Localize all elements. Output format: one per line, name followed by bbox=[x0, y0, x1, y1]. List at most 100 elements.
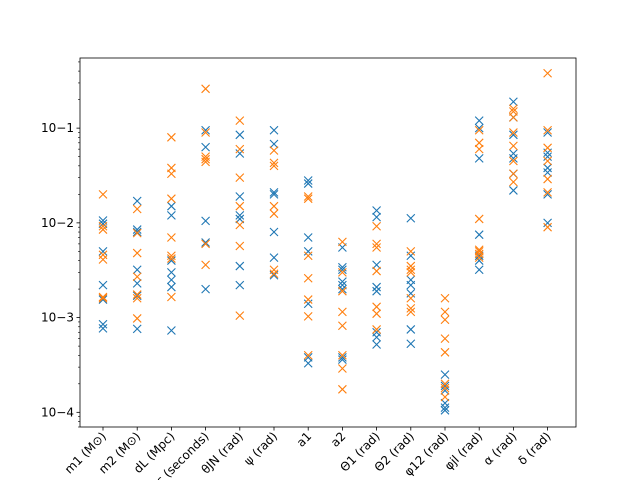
data-point-series-2 bbox=[543, 174, 552, 184]
data-point-series-1 bbox=[201, 284, 210, 294]
data-point-series-1 bbox=[269, 139, 279, 149]
data-point-series-2 bbox=[440, 293, 450, 303]
data-point-series-2 bbox=[474, 214, 484, 224]
data-point-series-2 bbox=[201, 239, 210, 249]
data-point-series-1 bbox=[235, 280, 245, 290]
data-point-series-2 bbox=[98, 292, 108, 302]
data-point-series-1 bbox=[372, 286, 381, 296]
data-point-series-2 bbox=[201, 84, 210, 94]
plot-frame bbox=[79, 57, 577, 428]
data-point-series-2 bbox=[474, 144, 484, 154]
data-point-series-2 bbox=[303, 194, 313, 204]
data-point-series-2 bbox=[543, 68, 552, 78]
data-point-series-1 bbox=[338, 265, 347, 275]
data-point-series-2 bbox=[543, 156, 552, 166]
data-point-series-2 bbox=[269, 161, 279, 171]
data-point-series-2 bbox=[440, 392, 450, 402]
data-point-series-1 bbox=[132, 291, 142, 301]
data-point-series-2 bbox=[167, 251, 176, 261]
data-point-series-1 bbox=[406, 251, 416, 261]
data-point-series-2 bbox=[98, 293, 108, 303]
data-point-series-2 bbox=[303, 311, 313, 321]
data-point-series-2 bbox=[269, 158, 279, 168]
data-point-series-2 bbox=[167, 233, 176, 242]
data-point-series-2 bbox=[509, 104, 518, 114]
data-point-series-2 bbox=[167, 132, 176, 142]
data-point-series-2 bbox=[440, 307, 450, 317]
data-point-series-1 bbox=[474, 123, 484, 133]
data-point-series-1 bbox=[269, 227, 279, 237]
data-point-series-2 bbox=[269, 265, 279, 275]
data-point-series-2 bbox=[440, 347, 450, 357]
data-point-series-1 bbox=[98, 246, 108, 256]
data-point-series-1 bbox=[303, 233, 313, 242]
data-point-series-2 bbox=[338, 307, 347, 317]
data-point-series-1 bbox=[235, 192, 245, 201]
data-point-series-2 bbox=[338, 321, 347, 331]
data-point-series-1 bbox=[98, 280, 108, 290]
data-point-series-1 bbox=[474, 116, 484, 126]
data-markers bbox=[98, 68, 552, 415]
data-point-series-1 bbox=[201, 238, 210, 247]
data-point-series-2 bbox=[406, 268, 416, 277]
y-tick-label: 10−2 bbox=[41, 216, 74, 230]
data-point-series-1 bbox=[201, 142, 210, 152]
data-point-series-1 bbox=[406, 280, 416, 290]
data-point-series-2 bbox=[474, 249, 484, 259]
data-point-series-1 bbox=[98, 319, 108, 329]
data-point-series-1 bbox=[167, 268, 176, 277]
data-point-series-2 bbox=[132, 204, 142, 214]
data-point-series-1 bbox=[98, 295, 108, 304]
data-point-series-1 bbox=[167, 326, 176, 335]
data-point-series-1 bbox=[303, 246, 313, 256]
data-point-series-2 bbox=[509, 156, 518, 166]
data-point-series-2 bbox=[303, 350, 313, 360]
data-point-series-2 bbox=[269, 269, 279, 279]
data-point-series-1 bbox=[303, 358, 313, 368]
data-point-series-1 bbox=[167, 282, 176, 292]
data-point-series-2 bbox=[474, 246, 484, 256]
data-point-series-1 bbox=[372, 340, 381, 349]
data-point-series-2 bbox=[372, 243, 381, 252]
data-point-series-1 bbox=[474, 256, 484, 265]
data-point-series-2 bbox=[167, 254, 176, 263]
data-point-series-2 bbox=[235, 144, 245, 154]
data-point-series-2 bbox=[338, 364, 347, 373]
data-point-series-2 bbox=[406, 304, 416, 313]
data-point-series-2 bbox=[406, 261, 416, 271]
data-point-series-1 bbox=[543, 128, 552, 137]
data-point-series-1 bbox=[132, 324, 142, 334]
data-point-series-2 bbox=[406, 293, 416, 303]
data-point-series-2 bbox=[132, 248, 142, 258]
data-point-series-2 bbox=[235, 201, 245, 211]
data-point-series-2 bbox=[372, 309, 381, 319]
data-point-series-1 bbox=[543, 152, 552, 162]
data-point-series-2 bbox=[372, 325, 381, 334]
data-point-series-1 bbox=[509, 186, 518, 195]
data-point-series-1 bbox=[201, 125, 210, 135]
data-point-series-1 bbox=[269, 125, 279, 135]
data-point-series-1 bbox=[269, 187, 279, 197]
data-point-series-2 bbox=[132, 228, 142, 238]
data-point-series-1 bbox=[440, 370, 450, 380]
data-point-series-1 bbox=[167, 210, 176, 220]
data-point-series-2 bbox=[372, 239, 381, 249]
data-point-series-2 bbox=[509, 169, 518, 179]
data-point-series-2 bbox=[338, 268, 347, 277]
data-point-series-1 bbox=[372, 206, 381, 215]
data-point-series-1 bbox=[132, 265, 142, 275]
data-point-series-2 bbox=[98, 221, 108, 231]
data-point-series-1 bbox=[440, 403, 450, 413]
data-point-series-1 bbox=[406, 213, 416, 223]
data-point-series-2 bbox=[132, 272, 142, 282]
data-point-series-1 bbox=[201, 216, 210, 226]
data-point-series-2 bbox=[474, 253, 484, 262]
data-point-series-2 bbox=[235, 173, 245, 183]
data-point-series-2 bbox=[338, 350, 347, 360]
data-point-series-1 bbox=[372, 282, 381, 292]
y-tick-label: 10−1 bbox=[41, 121, 74, 135]
data-point-series-2 bbox=[474, 125, 484, 135]
data-point-series-2 bbox=[201, 154, 210, 164]
data-point-series-2 bbox=[303, 192, 313, 201]
